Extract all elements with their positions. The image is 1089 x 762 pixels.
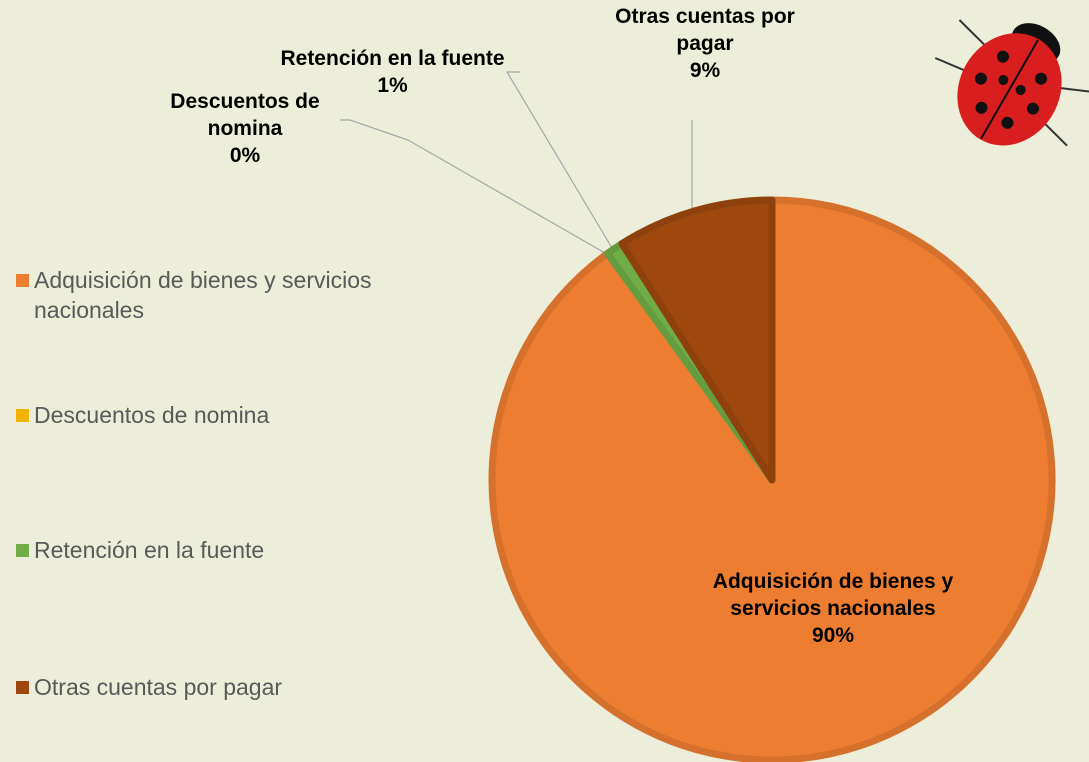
data-label-value: 1% <box>377 74 408 97</box>
legend-item: Retención en la fuente <box>16 535 376 565</box>
legend-swatch <box>16 544 29 557</box>
leader-line <box>505 71 613 249</box>
data-label-category: Retención en la fuente <box>280 47 505 70</box>
data-label: Otras cuentas por pagar 9% <box>590 3 820 84</box>
legend-label: Otras cuentas por pagar <box>34 674 283 700</box>
data-label-category: Adquisición de bienes y servicios nacion… <box>712 570 954 620</box>
data-label: Retención en la fuente 1% <box>280 45 505 99</box>
data-label-value: 90% <box>811 624 855 647</box>
legend-item: Adquisición de bienes y servicios nacion… <box>16 265 376 325</box>
data-label: Adquisición de bienes y servicios nacion… <box>703 568 963 649</box>
legend-label: Descuentos de nomina <box>34 402 270 428</box>
data-label-value: 0% <box>229 144 261 167</box>
leader-lines <box>340 71 693 254</box>
legend-label: Adquisición de bienes y servicios nacion… <box>34 267 372 323</box>
leader-line <box>340 119 606 254</box>
data-label-category: Otras cuentas por pagar <box>615 5 795 55</box>
legend-item: Descuentos de nomina <box>16 400 376 430</box>
legend-swatch <box>16 681 29 694</box>
legend-item: Otras cuentas por pagar <box>16 672 376 702</box>
ladybug-icon <box>934 19 1089 147</box>
pie-slice <box>618 196 776 484</box>
legend-swatch <box>16 274 29 287</box>
data-label-value: 9% <box>689 59 721 82</box>
legend-swatch <box>16 409 29 422</box>
data-label-category: Descuentos de nomina <box>170 90 320 140</box>
data-label: Descuentos de nomina 0% <box>150 88 340 169</box>
legend-label: Retención en la fuente <box>34 537 265 563</box>
